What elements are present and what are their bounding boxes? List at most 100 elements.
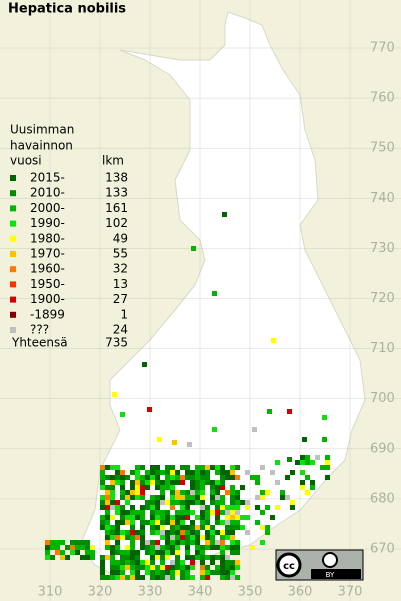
observation [100,470,105,475]
observation [100,560,105,565]
observation [185,515,190,520]
observation [130,485,135,490]
observation [170,500,175,505]
observation [290,505,295,510]
observation [130,550,135,555]
legend-swatch [10,175,16,181]
observation [185,505,190,510]
legend-swatch [10,327,16,333]
observation [110,500,115,505]
observation [210,465,215,470]
legend-swatch [10,251,16,257]
observation [180,575,185,580]
observation [200,515,205,520]
observation [155,510,160,515]
observation [235,560,240,565]
observation [135,535,140,540]
legend-swatch [10,266,16,273]
observation [60,555,65,560]
observation [160,485,165,490]
observation [125,565,130,570]
observation [195,475,200,480]
observation [70,550,75,555]
observation [245,530,250,535]
observation [90,555,95,560]
observation [165,470,170,475]
observation [90,550,95,555]
observation [110,555,115,560]
observation [125,495,130,500]
observation [120,470,125,475]
observation [325,455,330,460]
observation [140,490,145,495]
observation [205,520,210,525]
observation [210,535,215,540]
observation [240,515,245,520]
observation [155,520,160,525]
observation [100,575,105,580]
observation [225,545,230,550]
observation [180,525,185,530]
observation [215,520,220,525]
observation [100,565,105,570]
observation [205,570,210,575]
observation [170,520,175,525]
observation [105,500,110,505]
observation [120,565,125,570]
observation [220,510,225,515]
observation [180,565,185,570]
observation [130,495,135,500]
observation [140,520,145,525]
legend-label: 2010- [30,186,65,200]
observation [280,495,285,500]
observation [170,540,175,545]
observation [85,555,90,560]
observation [60,550,65,555]
observation [230,545,235,550]
observation [115,550,120,555]
observation [220,545,225,550]
observation [115,520,120,525]
observation [165,465,170,470]
observation [125,500,130,505]
observation [230,470,235,475]
observation [195,490,200,495]
legend-count: 55 [113,247,128,261]
observation [160,555,165,560]
legend-label: 1900- [30,292,65,306]
observation [220,465,225,470]
observation [170,465,175,470]
observation [150,510,155,515]
observation [215,540,220,545]
observation [120,412,125,417]
observation [180,520,185,525]
observation [155,575,160,580]
observation [235,515,240,520]
observation [125,575,130,580]
observation [160,500,165,505]
observation [105,510,110,515]
observation [235,465,240,470]
observation [110,570,115,575]
observation [267,409,272,414]
observation [175,475,180,480]
observation [235,520,240,525]
observation [170,550,175,555]
legend-swatch [10,220,16,227]
observation [120,510,125,515]
observation [155,530,160,535]
observation [180,475,185,480]
observation [150,470,155,475]
observation [175,555,180,560]
observation [135,495,140,500]
observation [110,485,115,490]
observation [147,407,152,412]
legend-heading: havainnon [10,139,73,153]
observation [115,465,120,470]
y-label: 720 [370,291,395,306]
observation [145,475,150,480]
observation [170,490,175,495]
observation [220,520,225,525]
y-label: 730 [370,241,395,256]
legend-count: 13 [113,277,128,291]
